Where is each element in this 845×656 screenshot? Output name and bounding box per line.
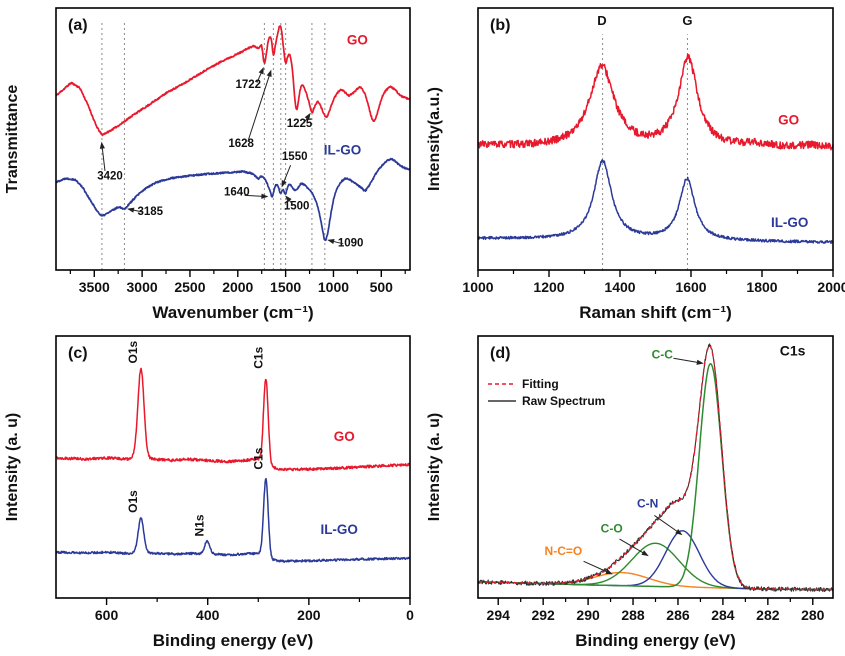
panel-a-chart: GO IL-GO 3500 3000 2500 2000 1500 1000 500 Wavenu…: [4, 7, 411, 322]
svg-text:1225: 1225: [287, 118, 313, 130]
svg-text:290: 290: [576, 607, 600, 623]
svg-text:Wavenumber (cm⁻¹): Wavenumber (cm⁻¹): [152, 303, 313, 322]
svg-text:1000: 1000: [462, 279, 493, 295]
svg-text:C1s: C1s: [780, 343, 806, 359]
svg-text:Fitting: Fitting: [522, 377, 559, 391]
svg-text:Transmittance: Transmittance: [4, 85, 21, 194]
svg-text:GO: GO: [334, 429, 355, 444]
svg-text:280: 280: [801, 607, 825, 623]
svg-text:IL-GO: IL-GO: [320, 522, 358, 537]
panel-a: GO IL-GO 3500 3000 2500 2000 1500 1000 500 Wavenu…: [0, 0, 422, 328]
svg-text:(d): (d): [490, 345, 510, 362]
panel-c-chart: GO IL-GO 600 400 200 0 Binding energy (eV) Inte…: [4, 335, 414, 650]
svg-text:C1s: C1s: [251, 447, 265, 469]
svg-text:284: 284: [711, 607, 735, 623]
svg-text:O1s: O1s: [126, 341, 140, 364]
svg-text:400: 400: [196, 607, 220, 623]
svg-text:600: 600: [95, 607, 119, 623]
svg-text:C1s: C1s: [251, 346, 265, 368]
svg-text:IL-GO: IL-GO: [771, 215, 809, 230]
svg-text:(b): (b): [490, 17, 510, 34]
svg-text:2500: 2500: [174, 279, 205, 295]
svg-text:C-N: C-N: [637, 497, 658, 511]
svg-text:Intensity(a.u.): Intensity(a.u.): [426, 87, 443, 191]
svg-text:1640: 1640: [224, 186, 250, 198]
panel-c: GO IL-GO 600 400 200 0 Binding energy (eV) Inte…: [0, 328, 422, 656]
svg-text:Intensity (a. u): Intensity (a. u): [426, 413, 443, 521]
panel-d-chart: 294 292 290 288 286 284 282 280 Binding energy (…: [426, 335, 834, 650]
svg-text:1628: 1628: [228, 138, 254, 150]
svg-text:1722: 1722: [236, 79, 262, 91]
svg-text:Raman shift (cm⁻¹): Raman shift (cm⁻¹): [579, 303, 732, 322]
svg-text:D: D: [597, 13, 606, 28]
svg-text:1600: 1600: [675, 279, 706, 295]
svg-text:N-C=O: N-C=O: [545, 544, 583, 558]
svg-text:1500: 1500: [284, 201, 310, 213]
svg-text:C-O: C-O: [601, 522, 623, 536]
svg-text:1800: 1800: [746, 279, 777, 295]
svg-text:C-C: C-C: [652, 347, 674, 361]
svg-text:(a): (a): [68, 17, 88, 34]
svg-text:G: G: [682, 13, 692, 28]
svg-text:3000: 3000: [127, 279, 158, 295]
svg-text:3420: 3420: [97, 171, 123, 183]
panel-b: GO IL-GO 1000 1200 1400 1600 1800 2000 Raman shi…: [422, 0, 845, 328]
svg-text:200: 200: [297, 607, 321, 623]
svg-text:294: 294: [487, 607, 511, 623]
svg-text:Raw Spectrum: Raw Spectrum: [522, 394, 605, 408]
svg-text:3185: 3185: [137, 206, 163, 218]
svg-text:288: 288: [621, 607, 645, 623]
svg-text:500: 500: [370, 279, 394, 295]
svg-text:N1s: N1s: [193, 514, 207, 536]
svg-text:(c): (c): [68, 345, 88, 362]
svg-text:1000: 1000: [318, 279, 349, 295]
svg-text:282: 282: [756, 607, 780, 623]
svg-text:1200: 1200: [533, 279, 564, 295]
svg-text:1550: 1550: [282, 151, 308, 163]
svg-text:GO: GO: [778, 113, 799, 128]
svg-text:Binding energy (eV): Binding energy (eV): [153, 631, 314, 650]
svg-text:GO: GO: [347, 33, 368, 48]
svg-text:1500: 1500: [270, 279, 301, 295]
panel-d: 294 292 290 288 286 284 282 280 Binding energy (…: [422, 328, 845, 656]
svg-text:2000: 2000: [817, 279, 845, 295]
panel-b-chart: GO IL-GO 1000 1200 1400 1600 1800 2000 Raman shi…: [426, 7, 845, 322]
svg-text:286: 286: [666, 607, 690, 623]
svg-text:3500: 3500: [79, 279, 110, 295]
svg-text:0: 0: [406, 607, 414, 623]
svg-text:Intensity (a. u): Intensity (a. u): [4, 413, 21, 521]
svg-text:Binding energy (eV): Binding energy (eV): [575, 631, 736, 650]
svg-text:292: 292: [531, 607, 555, 623]
svg-text:O1s: O1s: [126, 490, 140, 513]
svg-text:2000: 2000: [222, 279, 253, 295]
svg-text:1090: 1090: [338, 237, 364, 249]
svg-text:1400: 1400: [604, 279, 635, 295]
svg-text:IL-GO: IL-GO: [324, 143, 362, 158]
